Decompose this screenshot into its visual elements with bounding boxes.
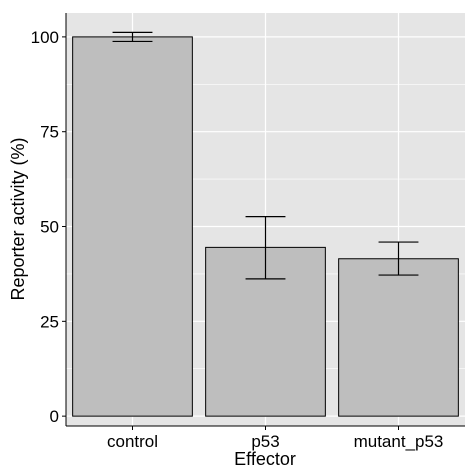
x-ticks: control p53 mutant_p53 xyxy=(107,426,443,451)
error-bar xyxy=(245,216,286,280)
error-bars xyxy=(112,31,419,280)
y-tick-label: 25 xyxy=(40,312,59,331)
y-tick-label: 0 xyxy=(50,407,59,426)
x-axis-title: Effector xyxy=(234,449,296,469)
bar-mutant-p53 xyxy=(338,258,459,417)
error-bar xyxy=(378,241,419,276)
y-ticks: 0 25 50 75 100 xyxy=(31,28,66,426)
y-axis-title: Reporter activity (%) xyxy=(8,137,28,300)
x-tick-label: mutant_p53 xyxy=(354,432,444,451)
error-bar xyxy=(112,31,153,43)
y-tick-label: 100 xyxy=(31,28,59,47)
x-tick-label: control xyxy=(107,432,158,451)
bars xyxy=(72,36,459,417)
y-tick-label: 50 xyxy=(40,218,59,237)
y-tick-label: 75 xyxy=(40,123,59,142)
bar-control xyxy=(72,36,193,417)
x-tick-label: p53 xyxy=(251,432,279,451)
